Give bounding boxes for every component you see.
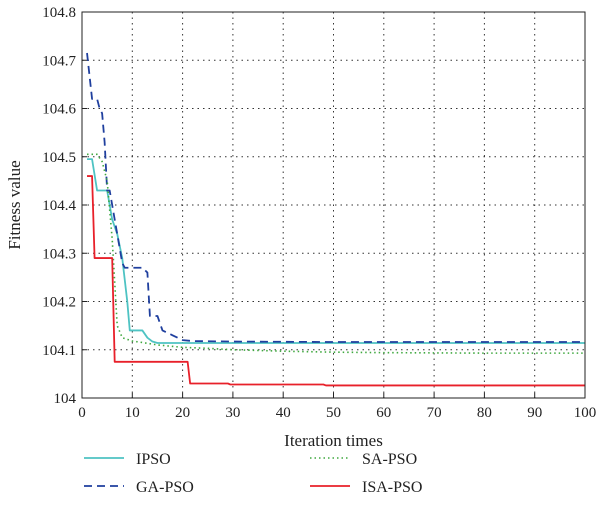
legend-label-sa-pso: SA-PSO [362, 451, 417, 468]
legend-label-ga-pso: GA-PSO [136, 479, 194, 496]
series-line-ga-pso [86, 52, 585, 343]
legend-label-ipso: IPSO [136, 451, 171, 468]
y-tick-label: 104.8 [42, 5, 76, 21]
x-tick-label: 60 [376, 405, 391, 421]
x-tick-label: 100 [574, 405, 597, 421]
x-tick-label: 40 [276, 405, 291, 421]
x-tick-label: 30 [225, 405, 240, 421]
series-line-ipso [87, 158, 585, 344]
y-tick-label: 104 [54, 391, 77, 407]
y-tick-label: 104.1 [42, 343, 76, 359]
x-tick-label: 20 [175, 405, 190, 421]
y-axis-label: Fitness value [5, 160, 24, 249]
y-tick-label: 104.7 [42, 53, 76, 69]
x-tick-label: 10 [125, 405, 140, 421]
series-line-isa-pso [87, 175, 585, 387]
y-tick-label: 104.3 [42, 246, 76, 262]
x-tick-label: 0 [78, 405, 86, 421]
x-axis-label: Iteration times [284, 431, 383, 450]
x-tick-label: 50 [326, 405, 341, 421]
y-tick-label: 104.4 [42, 198, 76, 214]
x-tick-label: 80 [477, 405, 492, 421]
legend-label-isa-pso: ISA-PSO [362, 479, 422, 496]
y-tick-label: 104.2 [42, 295, 76, 311]
grid [82, 12, 585, 398]
x-tick-label: 90 [527, 405, 542, 421]
x-tick-label: 70 [427, 405, 442, 421]
axis-ticks: 0 10 20 30 40 50 60 70 80 90 100 104 104.1 104.2 104.3… [42, 5, 596, 421]
series-line-sa-pso [87, 153, 585, 354]
y-tick-label: 104.5 [42, 150, 76, 166]
legend: IPSO GA-PSO SA-PSO ISA-PSO [84, 451, 422, 496]
series-lines [86, 52, 585, 387]
y-tick-label: 104.6 [42, 102, 76, 118]
